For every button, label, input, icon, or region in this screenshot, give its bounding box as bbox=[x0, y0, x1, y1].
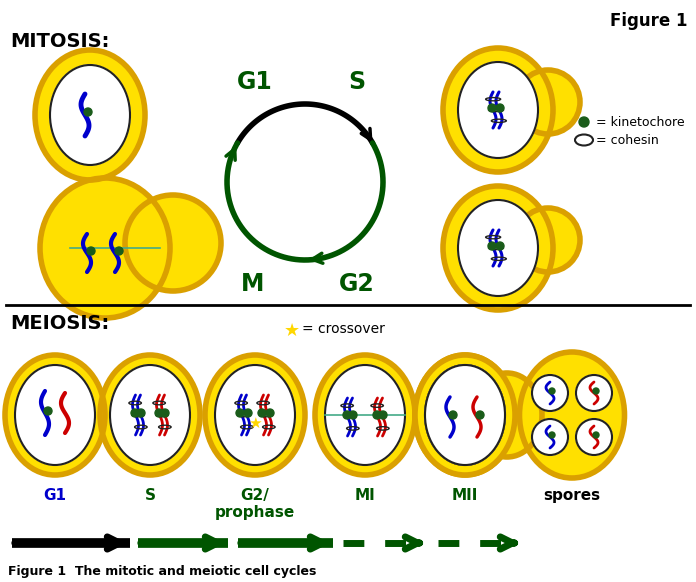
Circle shape bbox=[379, 411, 387, 419]
Ellipse shape bbox=[415, 355, 515, 475]
Ellipse shape bbox=[458, 62, 538, 158]
Circle shape bbox=[593, 432, 599, 438]
Circle shape bbox=[488, 104, 496, 112]
Text: MII: MII bbox=[452, 488, 478, 503]
Circle shape bbox=[349, 411, 357, 419]
Circle shape bbox=[496, 242, 504, 250]
Ellipse shape bbox=[532, 419, 568, 455]
Ellipse shape bbox=[519, 352, 624, 478]
Circle shape bbox=[131, 409, 139, 417]
Text: G1: G1 bbox=[43, 488, 67, 503]
Ellipse shape bbox=[315, 355, 415, 475]
Ellipse shape bbox=[443, 186, 553, 310]
Ellipse shape bbox=[125, 195, 221, 291]
Ellipse shape bbox=[110, 365, 190, 465]
Circle shape bbox=[161, 409, 169, 417]
Circle shape bbox=[137, 409, 145, 417]
Circle shape bbox=[488, 242, 496, 250]
Circle shape bbox=[373, 411, 381, 419]
Ellipse shape bbox=[443, 48, 553, 172]
Ellipse shape bbox=[325, 365, 405, 465]
Text: G2/
prophase: G2/ prophase bbox=[215, 488, 295, 520]
Ellipse shape bbox=[576, 419, 612, 455]
Circle shape bbox=[449, 411, 457, 419]
Ellipse shape bbox=[40, 178, 170, 318]
Ellipse shape bbox=[50, 65, 130, 165]
Text: = kinetochore: = kinetochore bbox=[596, 115, 685, 129]
Circle shape bbox=[155, 409, 163, 417]
Ellipse shape bbox=[425, 365, 505, 465]
Ellipse shape bbox=[205, 355, 305, 475]
Ellipse shape bbox=[35, 50, 145, 180]
Ellipse shape bbox=[100, 355, 200, 475]
Ellipse shape bbox=[415, 355, 515, 475]
Text: G1: G1 bbox=[237, 70, 273, 94]
Text: M: M bbox=[242, 272, 264, 296]
Circle shape bbox=[115, 247, 123, 255]
Text: Figure 1: Figure 1 bbox=[610, 12, 688, 30]
Circle shape bbox=[549, 432, 555, 438]
Circle shape bbox=[236, 409, 244, 417]
Ellipse shape bbox=[516, 208, 580, 272]
Ellipse shape bbox=[576, 375, 612, 411]
Text: S: S bbox=[145, 488, 155, 503]
Text: spores: spores bbox=[544, 488, 601, 503]
Text: ★: ★ bbox=[248, 416, 262, 431]
Circle shape bbox=[476, 411, 484, 419]
Circle shape bbox=[84, 108, 92, 116]
Ellipse shape bbox=[5, 355, 105, 475]
Text: = cohesin: = cohesin bbox=[596, 133, 658, 147]
Ellipse shape bbox=[472, 373, 542, 457]
Text: MEIOSIS:: MEIOSIS: bbox=[10, 314, 109, 333]
Circle shape bbox=[244, 409, 252, 417]
Ellipse shape bbox=[215, 365, 295, 465]
Circle shape bbox=[266, 409, 274, 417]
Ellipse shape bbox=[458, 200, 538, 296]
Text: Figure 1  The mitotic and meiotic cell cycles: Figure 1 The mitotic and meiotic cell cy… bbox=[8, 565, 317, 578]
Ellipse shape bbox=[425, 365, 505, 465]
Ellipse shape bbox=[15, 365, 95, 465]
Text: ★: ★ bbox=[284, 322, 300, 340]
Circle shape bbox=[44, 407, 52, 415]
Text: MI: MI bbox=[355, 488, 375, 503]
Circle shape bbox=[258, 409, 266, 417]
Text: G2: G2 bbox=[339, 272, 375, 296]
Circle shape bbox=[593, 388, 599, 394]
Circle shape bbox=[87, 247, 95, 255]
Circle shape bbox=[343, 411, 351, 419]
Text: = crossover: = crossover bbox=[302, 322, 385, 336]
Ellipse shape bbox=[516, 70, 580, 134]
Circle shape bbox=[549, 388, 555, 394]
Ellipse shape bbox=[532, 375, 568, 411]
Text: S: S bbox=[349, 70, 365, 94]
Circle shape bbox=[496, 104, 504, 112]
Circle shape bbox=[579, 117, 589, 127]
Text: MITOSIS:: MITOSIS: bbox=[10, 32, 109, 51]
